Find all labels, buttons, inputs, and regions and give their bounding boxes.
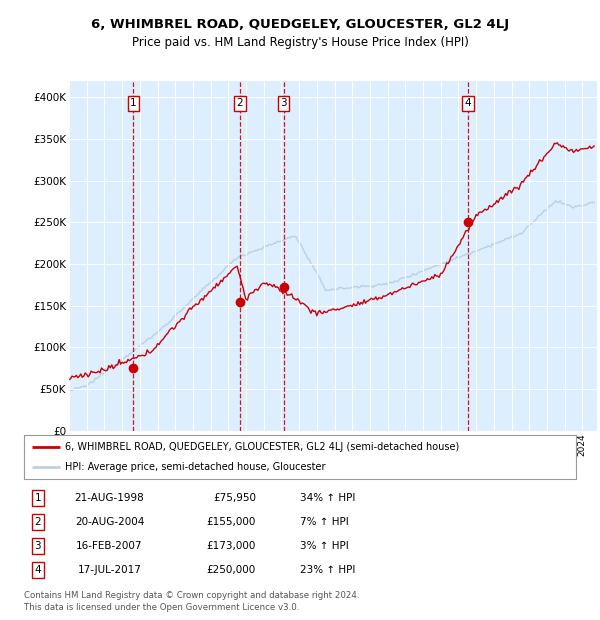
Text: 3: 3 [34, 541, 41, 551]
Text: £75,950: £75,950 [213, 494, 256, 503]
Text: 21-AUG-1998: 21-AUG-1998 [74, 494, 145, 503]
Text: 1: 1 [34, 494, 41, 503]
Text: 23% ↑ HPI: 23% ↑ HPI [300, 565, 355, 575]
Text: 6, WHIMBREL ROAD, QUEDGELEY, GLOUCESTER, GL2 4LJ: 6, WHIMBREL ROAD, QUEDGELEY, GLOUCESTER,… [91, 19, 509, 31]
Text: 1: 1 [130, 98, 137, 108]
Text: Price paid vs. HM Land Registry's House Price Index (HPI): Price paid vs. HM Land Registry's House … [131, 36, 469, 48]
Text: HPI: Average price, semi-detached house, Gloucester: HPI: Average price, semi-detached house,… [65, 462, 326, 472]
Text: 6, WHIMBREL ROAD, QUEDGELEY, GLOUCESTER, GL2 4LJ (semi-detached house): 6, WHIMBREL ROAD, QUEDGELEY, GLOUCESTER,… [65, 442, 460, 452]
Text: 2: 2 [34, 517, 41, 527]
Text: 7% ↑ HPI: 7% ↑ HPI [300, 517, 349, 527]
Text: 16-FEB-2007: 16-FEB-2007 [76, 541, 143, 551]
Text: Contains HM Land Registry data © Crown copyright and database right 2024.
This d: Contains HM Land Registry data © Crown c… [24, 591, 359, 612]
Text: 4: 4 [464, 98, 471, 108]
Text: £250,000: £250,000 [206, 565, 256, 575]
Text: 2: 2 [236, 98, 243, 108]
Text: 20-AUG-2004: 20-AUG-2004 [75, 517, 144, 527]
Text: 3% ↑ HPI: 3% ↑ HPI [300, 541, 349, 551]
Text: 34% ↑ HPI: 34% ↑ HPI [300, 494, 355, 503]
Text: £155,000: £155,000 [206, 517, 256, 527]
Text: 3: 3 [280, 98, 287, 108]
Text: 17-JUL-2017: 17-JUL-2017 [77, 565, 142, 575]
Text: 4: 4 [34, 565, 41, 575]
Text: £173,000: £173,000 [206, 541, 256, 551]
